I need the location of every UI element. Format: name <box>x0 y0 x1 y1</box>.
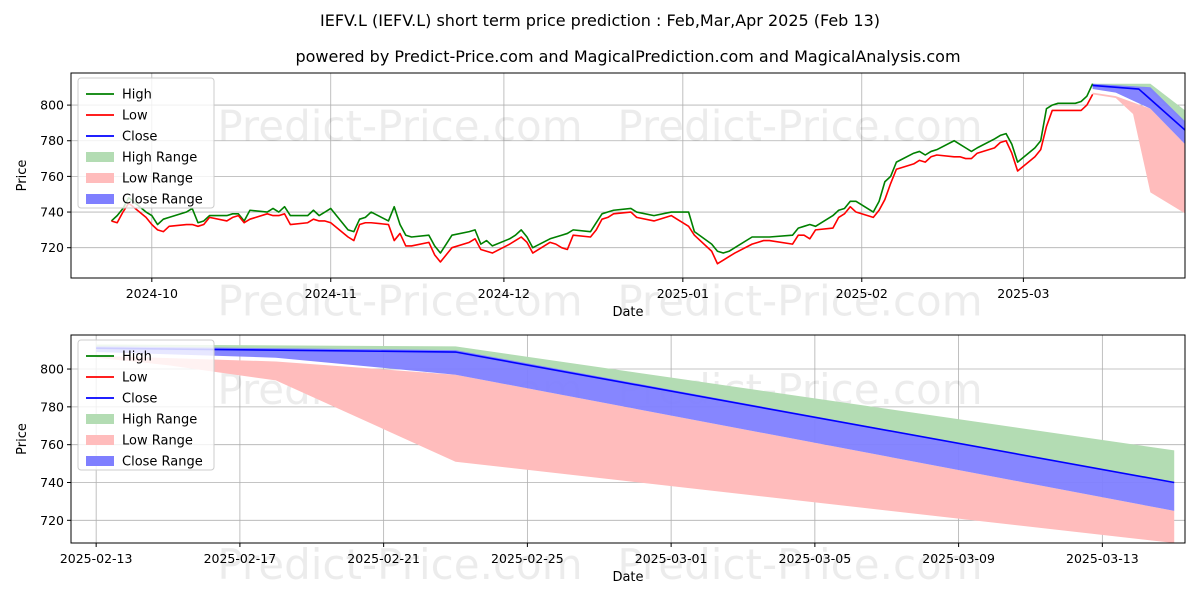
watermark-text: Predict-Price.com <box>617 102 982 151</box>
x-tick-label: 2025-02-17 <box>204 551 277 566</box>
close-series-line <box>1092 84 1185 132</box>
legend-label-high: High <box>122 88 152 103</box>
y-tick-label: 780 <box>40 133 64 148</box>
legend-swatch-close-range <box>86 194 114 204</box>
y-tick-label: 800 <box>40 362 64 377</box>
low-range-band <box>96 355 1175 543</box>
x-tick-label: 2025-02-25 <box>491 551 564 566</box>
legend-label-close: Close <box>122 130 157 145</box>
legend: High Low Close High Range Low Range Close Ran… <box>77 339 215 471</box>
x-axis-title: Date <box>612 570 643 585</box>
chart-subtitle: powered by Predict-Price.com and Magical… <box>295 47 960 66</box>
grid <box>71 73 1185 278</box>
x-tick-label: 2025-01 <box>657 286 709 301</box>
y-tick-label: 740 <box>40 205 64 220</box>
watermark: Predict-Price.com Predict-Price.com Predic… <box>217 102 982 326</box>
legend-label-low: Low <box>122 109 148 124</box>
legend-label-low-range: Low Range <box>122 172 193 187</box>
legend-swatch-high-range <box>86 152 114 162</box>
x-tick-label: 2025-03-09 <box>922 551 995 566</box>
plot-frame <box>70 72 1186 279</box>
watermark-text: Predict-Price.com <box>217 540 582 589</box>
legend-swatch-high-range <box>86 414 114 424</box>
watermark-text: Predict-Price.com <box>617 540 982 589</box>
x-tick-label: 2025-02-21 <box>347 551 420 566</box>
x-tick-label: 2024-12 <box>478 286 530 301</box>
legend-label-low: Low <box>122 371 148 386</box>
low-series-line <box>111 94 1094 265</box>
watermark-text: Predict-Price.com <box>617 277 982 326</box>
legend-swatch-low-range <box>86 173 114 183</box>
x-tick-label: 2024-10 <box>126 286 178 301</box>
close-range-band <box>1092 83 1185 145</box>
legend-swatch-low-range <box>86 435 114 445</box>
legend-label-high-range: High Range <box>122 151 197 166</box>
y-tick-label: 800 <box>40 98 64 113</box>
y-tick-label: 740 <box>40 475 64 490</box>
legend-label-low-range: Low Range <box>122 434 193 449</box>
x-axis-title: Date <box>612 305 643 320</box>
legend: High Low Close High Range Low Range Close Ran… <box>77 77 215 209</box>
x-tick-label: 2025-03-13 <box>1066 551 1139 566</box>
y-tick-label: 720 <box>40 240 64 255</box>
y-axis-title: Price <box>15 423 30 455</box>
legend-label-high-range: High Range <box>122 413 197 428</box>
y-tick-label: 780 <box>40 399 64 414</box>
y-tick-label: 760 <box>40 169 64 184</box>
x-tick-label: 2025-02 <box>836 286 888 301</box>
top-panel: Predict-Price.com Predict-Price.com Predic… <box>15 72 1186 326</box>
axes: 2025-02-13 2025-02-17 2025-02-21 2025-02-25… <box>15 362 1139 585</box>
x-tick-label: 2025-02-13 <box>60 551 133 566</box>
y-tick-label: 720 <box>40 513 64 528</box>
high-range-band <box>1092 83 1185 124</box>
close-series-line <box>96 347 1175 484</box>
high-series-line <box>110 83 1094 254</box>
legend-label-close: Close <box>122 392 157 407</box>
x-tick-label: 2025-03 <box>997 286 1049 301</box>
y-axis-title: Price <box>15 160 30 192</box>
legend-label-close-range: Close Range <box>122 455 203 470</box>
watermark-text: Predict-Price.com <box>217 277 582 326</box>
plot-area <box>110 83 1185 265</box>
chart-title: IEFV.L (IEFV.L) short term price predict… <box>320 11 880 30</box>
legend-label-high: High <box>122 350 152 365</box>
legend-swatch-close-range <box>86 456 114 466</box>
plot-frame <box>70 334 1186 544</box>
legend-label-close-range: Close Range <box>122 193 203 208</box>
axes: 2024-10 2024-11 2024-12 2025-01 2025-02 2025-… <box>15 98 1050 320</box>
x-tick-label: 2025-03-05 <box>779 551 852 566</box>
watermark-text: Predict-Price.com <box>217 102 582 151</box>
plot-area <box>96 344 1175 543</box>
x-tick-label: 2024-11 <box>305 286 357 301</box>
x-tick-label: 2025-03-01 <box>635 551 708 566</box>
y-tick-label: 760 <box>40 437 64 452</box>
low-range-band <box>1092 92 1185 214</box>
